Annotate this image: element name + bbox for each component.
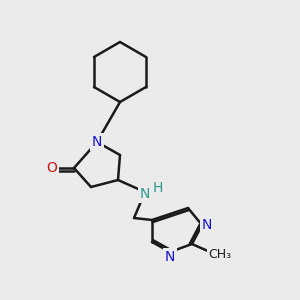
- Text: CH₃: CH₃: [208, 248, 232, 262]
- Text: H: H: [153, 181, 163, 195]
- Text: N: N: [92, 135, 102, 149]
- Text: N: N: [202, 218, 212, 232]
- Text: N: N: [165, 250, 175, 264]
- Text: N: N: [140, 187, 150, 201]
- Text: O: O: [46, 161, 57, 175]
